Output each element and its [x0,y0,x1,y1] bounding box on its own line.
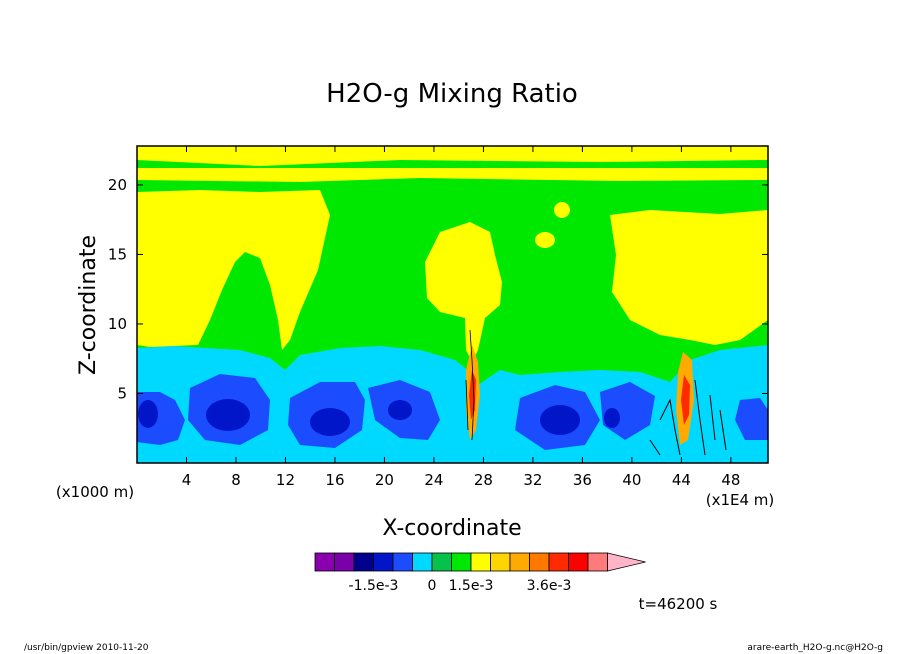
field-deepblue-core [604,408,620,428]
footer-left: /usr/bin/gpview 2010-11-20 [24,643,149,653]
x-tick-label: 12 [276,471,295,489]
y-tick-label: 10 [108,315,127,333]
y-tick-label: 15 [108,245,127,263]
colorbar-swatch [334,552,355,572]
footer-right: arare-earth_H2O-g.nc@H2O-g [747,643,883,653]
x-axis-label: X-coordinate [382,516,521,541]
x-tick-label: 44 [672,471,691,489]
plot-frame [136,145,769,464]
field-yellow-patch [535,232,555,248]
x-tick-label: 16 [325,471,344,489]
y-tick-label: 20 [108,176,127,194]
field-deepblue-core [540,405,580,435]
field-yellow-right [610,210,768,345]
colorbar-swatch [509,552,530,572]
chart-title: H2O-g Mixing Ratio [326,79,578,109]
x-tick-label: 4 [182,471,192,489]
colorbar-tick-label: 3.6e-3 [527,578,572,594]
field-deepblue-core [388,400,412,420]
x-tick-label: 28 [474,471,493,489]
field-yellow-patch [554,202,570,218]
colorbar-swatch [314,552,335,572]
time-label: t=46200 s [639,595,718,613]
y-axis-ticks: 5 10 15 20 [108,176,768,402]
contour-field [137,146,768,463]
x-tick-label: 24 [424,471,443,489]
colorbar-swatch [431,552,452,572]
colorbar-tick-label: 1.5e-3 [449,578,494,594]
x-tick-label: 36 [573,471,592,489]
x-axis-ticks: 4 8 12 16 20 24 28 32 36 40 44 48 [182,146,740,489]
field-contour-lines [465,329,475,441]
colorbar-extend-arrow [607,552,646,572]
colorbar-tick-labels: -1.5e-3 0 1.5e-3 3.6e-3 [349,578,572,594]
colorbar-swatch [587,552,608,572]
colorbar-swatch [490,552,511,572]
colorbar-swatch [412,552,433,572]
field-deepblue-core [206,399,250,431]
colorbar-swatch [529,552,550,572]
x-tick-label: 8 [231,471,241,489]
field-red-streak [469,370,476,420]
field-blue-cell [735,398,768,440]
field-yellow-top-band [137,146,768,166]
colorbar-swatch [568,552,589,572]
field-deepblue-core [138,400,158,428]
colorbar [314,552,646,572]
colorbar-tick-label: -1.5e-3 [349,578,399,594]
field-yellow-plume [425,222,502,362]
field-red-streak [681,375,690,425]
field-yellow-patch [142,212,158,228]
x-tick-label: 48 [721,471,740,489]
colorbar-tick-label: 0 [428,578,437,594]
colorbar-swatch [470,552,491,572]
x-unit-label: (x1E4 m) [706,491,775,509]
colorbar-swatch [392,552,413,572]
y-unit-label: (x1000 m) [56,483,134,501]
colorbar-swatch [451,552,472,572]
x-tick-label: 32 [523,471,542,489]
field-yellow-left [137,190,330,350]
y-axis-label: Z-coordinate [76,235,101,375]
colorbar-swatch [373,552,394,572]
colorbar-swatch [353,552,374,572]
y-tick-label: 5 [117,384,127,402]
colorbar-swatch [548,552,569,572]
field-contour-lines [649,379,727,456]
field-deepblue-core [310,408,350,436]
x-tick-label: 20 [375,471,394,489]
x-tick-label: 40 [622,471,641,489]
field-yellow-band-2 [137,168,768,182]
